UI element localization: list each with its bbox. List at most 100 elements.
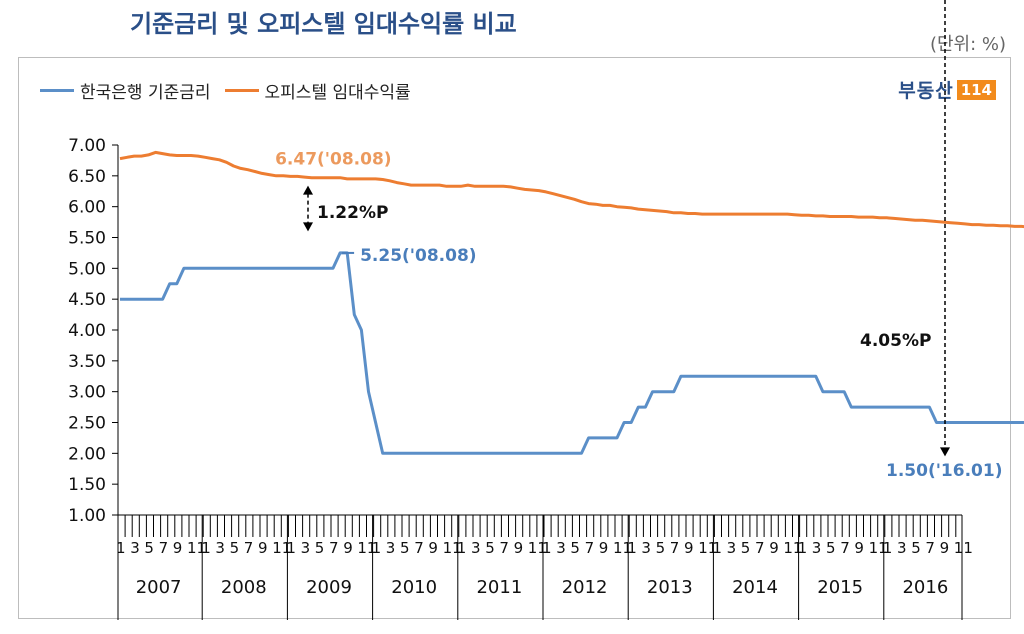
y-tick-label: 3.00 [68,383,106,403]
gap-arrow-2008-head-top [303,185,313,195]
x-month-label: 5 [400,539,410,557]
x-month-label: 5 [656,539,666,557]
year-label: 2016 [902,577,948,598]
x-month-label: 11 [783,539,802,557]
x-month-label: 1 [712,539,722,557]
x-month-label: 11 [272,539,291,557]
x-month-label: 9 [173,539,183,557]
y-tick-label: 1.50 [68,475,106,495]
x-month-label: 9 [599,539,609,557]
year-label: 2008 [221,577,267,598]
x-month-label: 7 [585,539,595,557]
x-month-label: 9 [684,539,694,557]
x-month-label: 7 [244,539,254,557]
x-month-label: 9 [343,539,353,557]
year-label: 2010 [391,577,437,598]
annotation-yield-2008: 6.47('08.08) [275,150,391,170]
legend-item-rate: 한국은행 기준금리 [40,78,211,103]
legend-swatch-rate [40,89,74,92]
gap-arrow-2016-head-bottom [940,447,950,457]
x-month-label: 5 [826,539,836,557]
x-month-label: 3 [897,539,907,557]
year-label: 2007 [136,577,182,598]
x-month-label: 3 [641,539,651,557]
legend-item-yield: 오피스텔 임대수익률 [224,78,411,103]
x-month-label: 5 [911,539,921,557]
y-tick-label: 5.00 [68,259,106,279]
year-label: 2012 [562,577,608,598]
annotation-gap-2016: 4.05%P [860,331,931,351]
x-month-label: 7 [159,539,169,557]
brand-name: 부동산 [898,80,954,102]
x-month-label: 1 [627,539,637,557]
year-label: 2009 [306,577,352,598]
x-month-label: 7 [499,539,509,557]
legend-swatch-yield [224,89,259,92]
x-month-label: 9 [940,539,950,557]
chart-title: 기준금리 및 오피스텔 임대수익률 비교 [130,10,517,38]
series-line-rate [120,251,1024,455]
y-tick-label: 4.50 [68,290,106,310]
x-month-label: 5 [570,539,580,557]
y-tick-label: 7.00 [68,136,106,156]
legend-label-yield: 오피스텔 임대수익률 [264,83,411,103]
y-tick-label: 6.00 [68,198,106,218]
x-month-label: 7 [925,539,935,557]
year-label: 2013 [647,577,693,598]
x-month-label: 5 [315,539,325,557]
x-month-label: 1 [116,539,126,557]
x-month-label: 7 [670,539,680,557]
x-month-label: 5 [485,539,495,557]
x-month-label: 3 [130,539,140,557]
unit-label: (단위: %) [929,34,1006,55]
year-label: 2015 [817,577,863,598]
x-month-label: 3 [727,539,737,557]
x-month-label: 9 [258,539,268,557]
x-month-label: 9 [428,539,438,557]
y-tick-label: 1.00 [68,506,106,526]
annotation-gap-2008: 1.22%P [317,203,388,223]
x-month-label: 11 [357,539,376,557]
x-month-label: 3 [301,539,311,557]
x-month-label: 1 [457,539,467,557]
x-month-label: 11 [698,539,717,557]
x-month-label: 11 [954,539,973,557]
y-tick-label: 4.00 [68,321,106,341]
x-month-label: 1 [798,539,808,557]
x-month-label: 11 [613,539,632,557]
x-month-label: 3 [386,539,396,557]
y-tick-label: 2.00 [68,444,106,464]
brand-box: 114 [956,79,996,100]
x-month-label: 7 [755,539,765,557]
x-month-label: 11 [187,539,206,557]
x-month-label: 9 [854,539,864,557]
x-month-label: 5 [230,539,240,557]
x-month-label: 1 [286,539,296,557]
x-month-label: 7 [840,539,850,557]
x-month-label: 5 [741,539,751,557]
x-month-label: 3 [215,539,225,557]
series-line-yield [119,150,1024,229]
x-month-label: 3 [812,539,822,557]
x-month-label: 1 [542,539,552,557]
gap-arrow-2008-head-bottom [303,222,313,232]
year-label: 2011 [476,577,522,598]
x-month-label: 11 [528,539,547,557]
x-month-label: 5 [144,539,154,557]
x-month-label: 11 [443,539,462,557]
annotation-rate-2008: 5.25('08.08) [360,246,476,266]
x-month-label: 9 [769,539,779,557]
brand-logo: 부동산 114 [898,76,996,103]
y-tick-label: 3.50 [68,352,106,372]
x-month-label: 1 [372,539,382,557]
x-month-label: 7 [414,539,424,557]
y-tick-label: 5.50 [68,229,106,249]
x-month-label: 11 [869,539,888,557]
annotation-rate-2016: 1.50('16.01) [886,461,1002,481]
x-month-label: 3 [471,539,481,557]
legend-label-rate: 한국은행 기준금리 [80,83,211,103]
x-month-label: 1 [883,539,893,557]
x-month-label: 1 [201,539,211,557]
year-label: 2014 [732,577,778,598]
